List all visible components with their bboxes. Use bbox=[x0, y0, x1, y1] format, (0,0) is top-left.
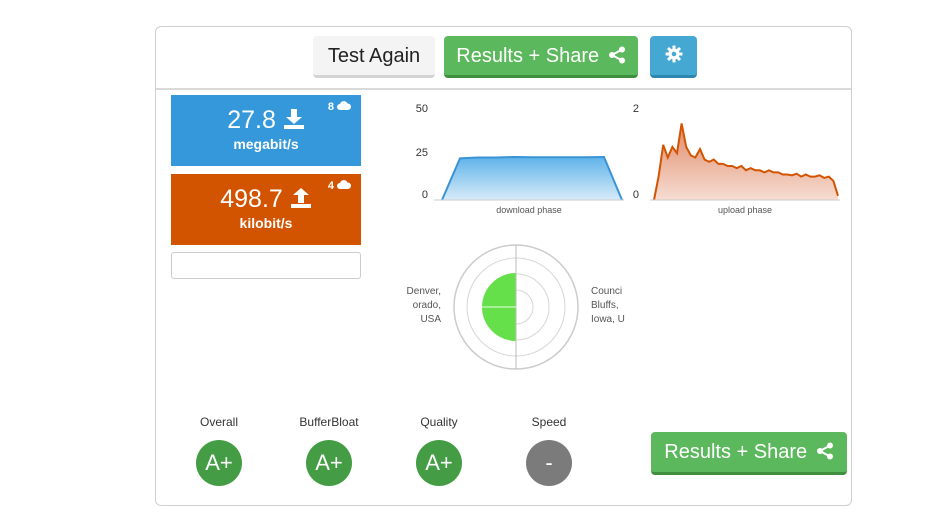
results-share-label: Results + Share bbox=[456, 45, 600, 67]
upload-servers: 4 bbox=[327, 180, 352, 192]
grade-overall: Overall A+ bbox=[174, 414, 264, 486]
location-line: orado, bbox=[412, 300, 441, 311]
download-y-tick: 0 bbox=[421, 189, 428, 201]
download-phase-label: download phase bbox=[496, 205, 562, 215]
download-value-row: 27.8 bbox=[171, 105, 361, 135]
download-speed-card: 8 27.8 megabit/s bbox=[171, 95, 361, 166]
download-server-count: 8 bbox=[327, 101, 334, 113]
upload-server-count: 4 bbox=[327, 180, 334, 192]
grade-quality: Quality A+ bbox=[394, 414, 484, 486]
status-message-box bbox=[171, 252, 361, 279]
upload-phase-label: upload phase bbox=[717, 205, 773, 215]
cloud-icon bbox=[337, 101, 352, 110]
test-again-button[interactable]: Test Again bbox=[313, 36, 435, 78]
location-line: Iowa, U bbox=[591, 314, 625, 325]
series-line bbox=[441, 155, 623, 201]
series-area bbox=[654, 123, 838, 200]
series-line bbox=[653, 123, 839, 201]
cloud-icon bbox=[337, 180, 352, 189]
location-line: Bluffs, bbox=[591, 300, 619, 311]
download-value: 27.8 bbox=[227, 106, 276, 134]
location-line: Counci bbox=[591, 286, 623, 297]
upload-unit: kilobit/s bbox=[239, 215, 293, 231]
grade-label: Quality bbox=[420, 415, 458, 429]
grade-speed: Speed - bbox=[504, 414, 594, 486]
grade-badge: A+ bbox=[416, 440, 462, 486]
grade-label: Overall bbox=[199, 415, 238, 429]
server-location-right: Counci Bluffs, Iowa, U bbox=[591, 285, 627, 327]
settings-button[interactable] bbox=[650, 36, 697, 78]
share-icon bbox=[816, 442, 833, 460]
download-y-tick: 50 bbox=[415, 103, 428, 115]
location-line: USA bbox=[420, 314, 441, 325]
server-location-left: Denver, orado, USA bbox=[404, 285, 441, 327]
upload-value-row: 498.7 bbox=[171, 184, 361, 214]
server-radar-chart bbox=[453, 244, 579, 370]
speed-test-panel: Test Again Results + Share bbox=[155, 26, 852, 506]
upload-value: 498.7 bbox=[220, 185, 283, 213]
upload-phase-chart bbox=[650, 123, 840, 201]
grade-badge: - bbox=[526, 440, 572, 486]
upload-y-tick: 2 bbox=[632, 103, 639, 115]
grade-badge: A+ bbox=[306, 440, 352, 486]
upload-y-tick: 0 bbox=[632, 189, 639, 201]
results-share-label: Results + Share bbox=[664, 441, 808, 463]
location-line: Denver, bbox=[406, 286, 441, 297]
download-icon bbox=[283, 109, 304, 129]
results-share-button[interactable]: Results + Share bbox=[444, 36, 638, 78]
toolbar: Test Again Results + Share bbox=[156, 27, 851, 90]
share-icon bbox=[608, 46, 625, 64]
download-unit: megabit/s bbox=[233, 136, 299, 152]
grade-label: BufferBloat bbox=[299, 415, 359, 429]
upload-speed-card: 4 498.7 kilobit/s bbox=[171, 174, 361, 245]
grade-bufferbloat: BufferBloat A+ bbox=[284, 414, 374, 486]
download-y-tick: 25 bbox=[415, 147, 428, 159]
grade-badge: A+ bbox=[196, 440, 242, 486]
series-area bbox=[442, 157, 622, 200]
grade-label: Speed bbox=[531, 415, 567, 429]
gear-icon bbox=[665, 45, 682, 63]
download-servers: 8 bbox=[327, 101, 352, 113]
upload-icon bbox=[290, 188, 311, 208]
results-share-button-bottom[interactable]: Results + Share bbox=[651, 432, 847, 475]
download-phase-chart bbox=[434, 155, 624, 201]
